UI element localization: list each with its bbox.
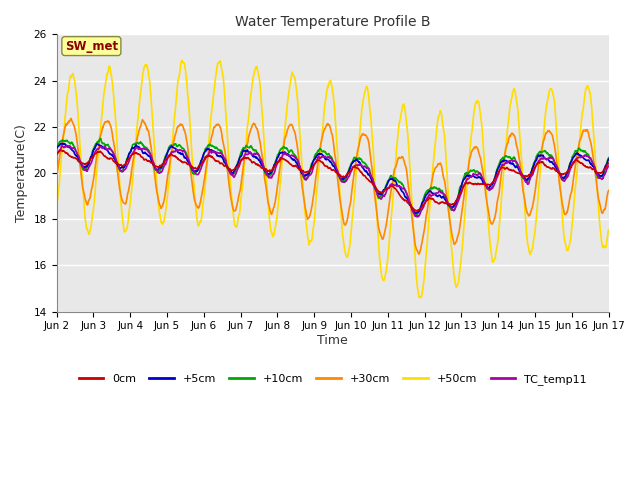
- TC_temp11: [52, 151, 60, 157]
- +30cm: [308, 200, 316, 205]
- +10cm: [118, 168, 126, 174]
- 0cm: [605, 160, 612, 166]
- +50cm: [118, 207, 125, 213]
- Line: TC_temp11: TC_temp11: [56, 145, 609, 217]
- Line: 0cm: 0cm: [56, 150, 609, 211]
- Title: Water Temperature Profile B: Water Temperature Profile B: [235, 15, 430, 29]
- +10cm: [367, 173, 375, 179]
- +50cm: [605, 228, 612, 233]
- +30cm: [367, 158, 375, 164]
- +50cm: [95, 140, 103, 145]
- 0cm: [118, 163, 126, 168]
- +30cm: [96, 135, 104, 141]
- +50cm: [179, 58, 186, 63]
- +10cm: [52, 143, 60, 148]
- Line: +50cm: +50cm: [56, 60, 609, 298]
- +50cm: [287, 74, 295, 80]
- +5cm: [52, 145, 60, 151]
- +5cm: [308, 159, 316, 165]
- +30cm: [52, 173, 60, 179]
- +10cm: [97, 135, 104, 141]
- +50cm: [308, 232, 316, 238]
- +10cm: [308, 160, 316, 166]
- 0cm: [57, 147, 65, 153]
- +30cm: [299, 187, 307, 192]
- +10cm: [95, 137, 103, 143]
- Line: +30cm: +30cm: [56, 119, 609, 254]
- +5cm: [287, 155, 295, 161]
- TC_temp11: [413, 214, 421, 220]
- +50cm: [52, 204, 60, 210]
- Text: SW_met: SW_met: [65, 39, 118, 53]
- Y-axis label: Temperature(C): Temperature(C): [15, 124, 28, 222]
- +5cm: [60, 141, 67, 146]
- 0cm: [299, 168, 307, 174]
- +50cm: [299, 174, 307, 180]
- +30cm: [605, 188, 612, 193]
- +5cm: [605, 156, 612, 162]
- +10cm: [287, 147, 295, 153]
- +50cm: [367, 119, 375, 124]
- +10cm: [299, 172, 307, 178]
- TC_temp11: [605, 163, 612, 169]
- +30cm: [287, 121, 295, 127]
- 0cm: [96, 149, 104, 155]
- +5cm: [367, 176, 375, 181]
- TC_temp11: [63, 143, 71, 148]
- TC_temp11: [308, 168, 316, 173]
- +5cm: [299, 171, 307, 177]
- +30cm: [67, 116, 75, 121]
- TC_temp11: [96, 145, 104, 151]
- Line: +10cm: +10cm: [56, 138, 609, 215]
- 0cm: [367, 180, 375, 185]
- Legend: 0cm, +5cm, +10cm, +30cm, +50cm, TC_temp11: 0cm, +5cm, +10cm, +30cm, +50cm, TC_temp1…: [74, 370, 591, 389]
- 0cm: [287, 162, 295, 168]
- TC_temp11: [287, 153, 295, 158]
- +5cm: [412, 210, 419, 216]
- TC_temp11: [299, 170, 307, 176]
- +5cm: [96, 143, 104, 148]
- +30cm: [415, 251, 423, 257]
- +10cm: [412, 212, 420, 218]
- 0cm: [412, 208, 420, 214]
- +10cm: [605, 155, 612, 161]
- TC_temp11: [118, 169, 126, 175]
- Line: +5cm: +5cm: [56, 144, 609, 213]
- 0cm: [52, 150, 60, 156]
- TC_temp11: [367, 173, 375, 179]
- X-axis label: Time: Time: [317, 334, 348, 347]
- +50cm: [416, 295, 424, 300]
- +5cm: [118, 164, 126, 170]
- +30cm: [118, 197, 126, 203]
- 0cm: [308, 164, 316, 170]
